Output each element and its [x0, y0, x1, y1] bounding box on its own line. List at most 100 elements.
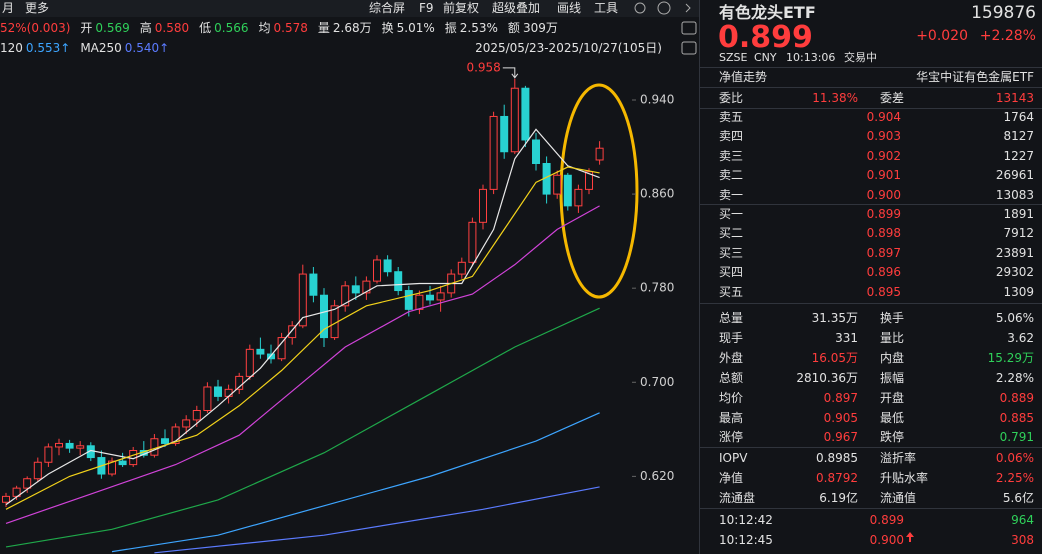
candle-body: [510, 87, 519, 153]
book-volume: 13083: [995, 187, 1034, 202]
stat-value: 16.05万: [811, 350, 858, 365]
stat-value: 0.897: [823, 390, 858, 405]
book-label: 买一: [719, 207, 744, 221]
arrow-shape: [906, 532, 914, 542]
quote-value: 0.569: [95, 21, 130, 35]
trade-price: 0.899: [869, 513, 904, 527]
stat-value: 0.905: [823, 410, 858, 425]
stat-value: 3.62: [1007, 330, 1034, 345]
ratio-value: 11.38%: [812, 91, 858, 105]
toolbar-button[interactable]: 前复权: [443, 1, 480, 15]
toolbar-button[interactable]: 工具: [594, 1, 619, 15]
help-icon[interactable]: [657, 1, 671, 15]
y-tick-label: 0.860: [640, 187, 674, 201]
quote-value: 2.68万: [332, 21, 372, 35]
book-volume: 1764: [1003, 110, 1034, 124]
plot: [2, 78, 604, 554]
stat-value: 0.06%: [995, 451, 1034, 465]
separator: [700, 87, 1042, 88]
y-tick-label: 0.780: [640, 281, 674, 295]
stat-value: 5.6亿: [1002, 490, 1034, 505]
book-label: 卖五: [719, 110, 744, 124]
tab[interactable]: 净值走势: [719, 70, 768, 84]
stat-label: 净值: [719, 470, 744, 485]
book-label: 买二: [719, 226, 744, 241]
book-price: 0.897: [866, 245, 901, 260]
candle-body: [235, 375, 244, 390]
date-range: 2025/05/23-2025/10/27(105日): [475, 41, 662, 55]
book-label: 卖一: [719, 187, 744, 202]
trade-time: 10:12:45: [719, 533, 773, 547]
quote-status: 交易中: [844, 51, 877, 64]
book-price: 0.904: [866, 110, 901, 124]
toolbar-button[interactable]: F9: [419, 1, 434, 15]
ratio-value: 13143: [995, 91, 1034, 105]
toolbar-bg: [0, 0, 700, 17]
candle-body: [553, 174, 562, 195]
candle-body: [288, 325, 297, 339]
separator: [700, 508, 1042, 509]
quote-value: 5.01%: [396, 21, 435, 35]
book-label: 卖二: [719, 168, 744, 183]
candle-body: [394, 271, 403, 292]
tab[interactable]: 华宝中证有色金属ETF: [916, 70, 1034, 84]
separator: [700, 303, 1042, 304]
toolbar-button[interactable]: 画线: [557, 1, 582, 15]
book-label: 买五: [719, 284, 744, 299]
candle-body: [76, 445, 85, 449]
y-tick-label: 0.940: [640, 92, 674, 106]
book-price: 0.902: [866, 148, 901, 163]
book-price: 0.901: [866, 168, 901, 183]
trade-volume: 964: [1011, 513, 1034, 527]
candle-body: [23, 478, 32, 489]
chart-area: 0.620 0.700 0.780 0.860 0.940 0.958: [0, 0, 700, 554]
stat-label: 最低: [880, 410, 905, 425]
stat-value: 31.35万: [811, 311, 858, 325]
stat-label: 开盘: [880, 390, 905, 405]
quote-label: 量: [317, 21, 330, 35]
wp-icon[interactable]: [681, 21, 697, 35]
toolbar-button[interactable]: 超级叠加: [492, 1, 541, 15]
toolbar-button[interactable]: 综合屏: [369, 1, 406, 15]
settings-icon[interactable]: [634, 2, 646, 14]
quote-time: 10:13:06: [786, 51, 836, 64]
stat-value: 2810.36万: [796, 370, 858, 385]
stat-value: 0.8985: [816, 451, 858, 465]
expand-icon[interactable]: [685, 3, 691, 13]
candle-body: [214, 386, 222, 397]
quote-value: 0.566: [214, 21, 249, 35]
candle-body: [351, 285, 360, 294]
candle-body: [415, 294, 424, 310]
separator: [700, 67, 1042, 68]
trade-volume: 308: [1011, 533, 1034, 547]
candle-body: [55, 442, 63, 448]
quote-label: 换: [381, 21, 394, 35]
layout-icon[interactable]: [681, 41, 697, 55]
book-price: 0.898: [866, 226, 901, 241]
book-label: 买四: [719, 265, 744, 280]
quote-value: 0.578: [273, 21, 308, 35]
stat-label: 内盘: [880, 350, 905, 365]
candle-body: [457, 261, 466, 275]
candle-body: [44, 446, 53, 463]
toolbar-button[interactable]: 月: [2, 1, 15, 15]
separator: [700, 108, 1042, 109]
stat-label: 流通值: [880, 490, 917, 505]
stat-label: 量比: [880, 330, 905, 345]
stat-value: 2.28%: [995, 370, 1034, 385]
candle-body: [65, 442, 74, 449]
book-volume: 1309: [1003, 284, 1034, 299]
stat-label: 均价: [719, 390, 744, 405]
toolbar-button[interactable]: 更多: [25, 1, 50, 15]
stat-value: 0.967: [823, 430, 858, 445]
book-volume: 23891: [995, 245, 1034, 260]
candle-body: [277, 337, 286, 360]
stat-value: 2.25%: [995, 470, 1034, 485]
candle-body: [150, 438, 159, 456]
stat-label: 外盘: [719, 350, 744, 365]
ma-label: 120: [0, 41, 23, 55]
stat-label: 总额: [719, 370, 744, 385]
book-price: 0.895: [866, 284, 901, 299]
ma-line: [154, 486, 600, 554]
book-label: 买三: [719, 245, 744, 260]
